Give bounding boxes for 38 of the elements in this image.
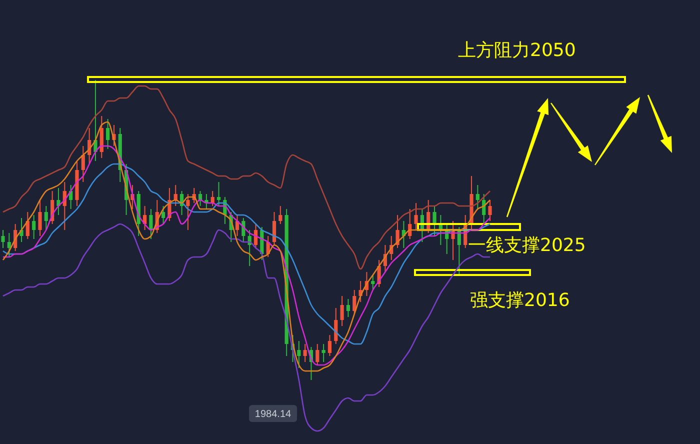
- candlestick: [488, 200, 492, 222]
- text: 上方阻力2050: [458, 40, 576, 61]
- candlestick: [278, 206, 282, 224]
- candlestick: [432, 206, 436, 236]
- candlestick: [174, 184, 178, 206]
- candlestick: [476, 184, 480, 210]
- candlestick: [272, 212, 276, 246]
- candlestick: [26, 212, 30, 240]
- candlestick: [38, 200, 42, 236]
- candlestick: [328, 334, 332, 356]
- candlestick: [340, 296, 344, 326]
- candlestick: [161, 206, 166, 224]
- candlestick: [81, 146, 85, 182]
- candlestick: [32, 214, 36, 240]
- candlestick: [352, 290, 356, 314]
- candlestick: [100, 116, 104, 158]
- candlestick: [316, 344, 320, 366]
- candlestick: [297, 340, 301, 368]
- candlestick: [210, 190, 214, 206]
- candlestick: [216, 182, 221, 206]
- candlestick: [56, 188, 60, 216]
- candlestick: [198, 190, 202, 206]
- candlestick: [20, 218, 24, 242]
- candlestick: [7, 232, 11, 258]
- annotation: 一线支撑2025: [468, 235, 586, 256]
- text: 1984.14: [254, 409, 292, 420]
- annotation: 强支撑2016: [470, 290, 570, 311]
- candlestick: [322, 344, 326, 362]
- candlestick: [303, 344, 307, 362]
- candlestick: [396, 214, 400, 248]
- candlestick: [44, 206, 48, 230]
- candlestick: [1, 230, 5, 248]
- candlestick: [186, 194, 190, 230]
- candlestick: [414, 202, 418, 230]
- candlestick: [106, 118, 110, 150]
- candlestick: [346, 298, 350, 318]
- candlestick: [149, 208, 153, 240]
- candlestick: [371, 274, 375, 290]
